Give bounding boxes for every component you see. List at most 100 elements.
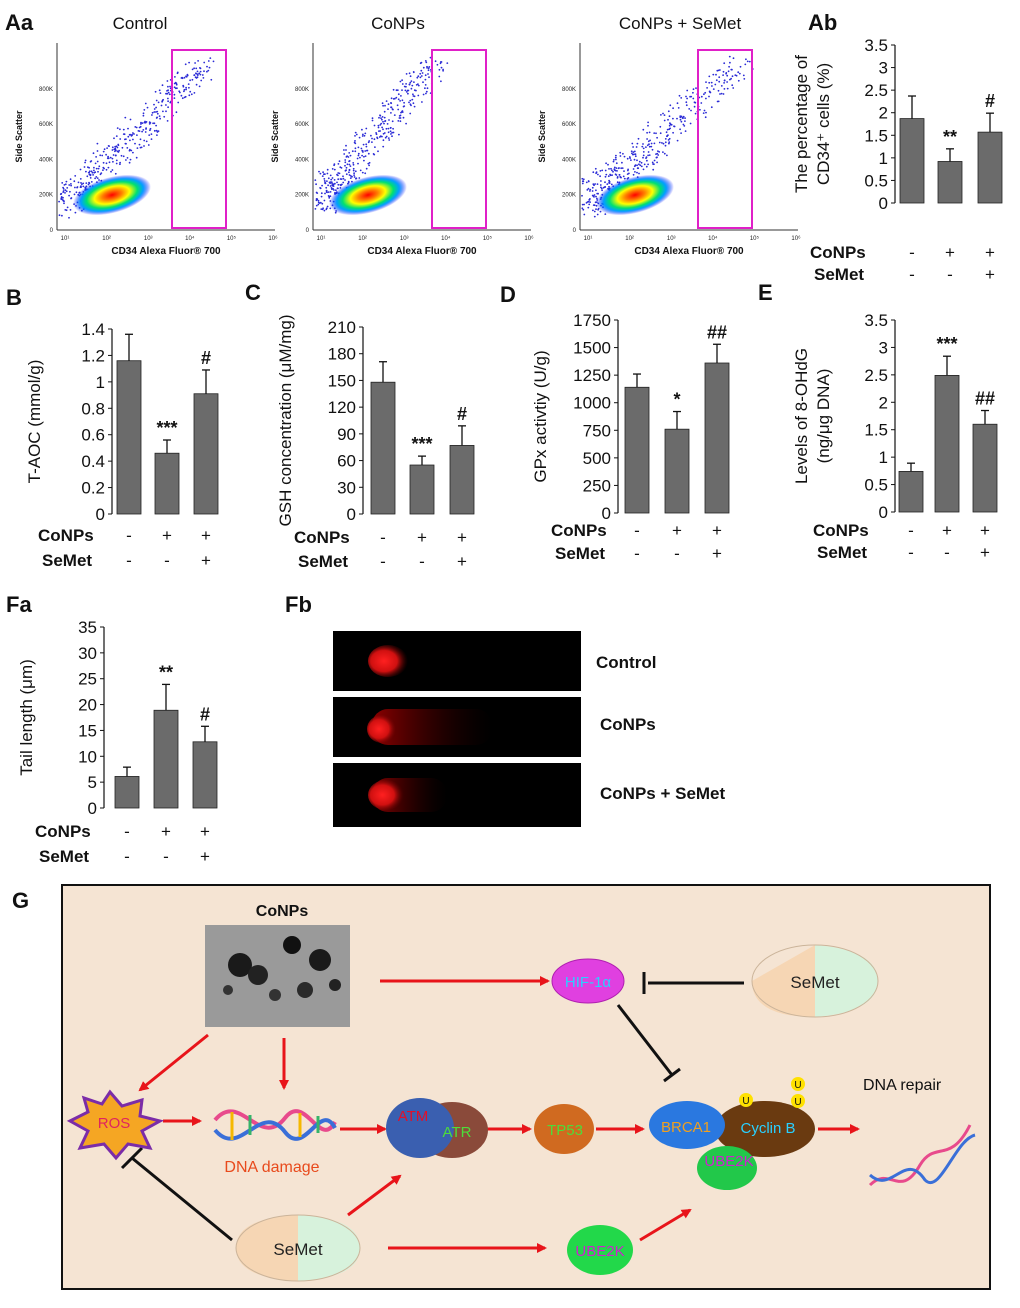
flow-event-dot [676, 117, 678, 120]
significance-marker: *** [936, 334, 957, 354]
flow-event-dot [387, 127, 390, 130]
flow-event-dot [207, 60, 210, 62]
flow-event-dot [440, 66, 443, 69]
flow-event-dot [201, 74, 204, 76]
semet-label-bottom: SeMet [273, 1240, 322, 1259]
flow-x-axis-label: CD34 Alexa Fluor® 700 [367, 246, 477, 257]
flow-event-dot [680, 115, 683, 118]
flow-event-dot [357, 152, 360, 155]
flow-event-dot [681, 116, 684, 119]
flow-event-dot [79, 178, 82, 180]
flow-event-dot [88, 166, 90, 169]
flow-event-dot [319, 201, 322, 204]
flow-event-dot [326, 168, 329, 171]
flow-event-dot [446, 62, 449, 64]
flow-event-dot [111, 149, 114, 151]
flow-event-dot [659, 132, 662, 135]
atm-node [386, 1098, 454, 1158]
flow-event-dot [351, 175, 353, 178]
flow-event-dot [417, 84, 420, 87]
flow-event-dot [408, 83, 411, 86]
flow-event-dot [328, 197, 331, 199]
flow-event-dot [411, 84, 414, 87]
flow-event-dot [381, 118, 383, 121]
flow-event-dot [390, 102, 393, 105]
flow-event-dot [354, 170, 357, 173]
flow-event-dot [338, 160, 341, 163]
bar [116, 360, 142, 515]
flow-event-dot [659, 125, 662, 128]
flow-event-dot [337, 178, 340, 181]
flow-event-dot [108, 161, 111, 164]
dna-repair-helix-icon [868, 1124, 976, 1187]
ubiquitin-marker [739, 1093, 753, 1107]
flow-event-dot [353, 172, 355, 175]
atm-label: ATM [398, 1108, 429, 1125]
brca1-node [649, 1101, 725, 1149]
flow-x-tick-label: 10³ [144, 236, 153, 242]
flow-event-dot [69, 190, 71, 193]
flow-event-dot [668, 115, 671, 118]
flow-event-dot [143, 121, 146, 124]
flow-event-dot [105, 168, 108, 171]
flow-event-dot [400, 95, 402, 97]
flow-event-dot [710, 81, 713, 84]
significance-marker: ** [943, 127, 957, 147]
flow-event-dot [198, 72, 201, 75]
flow-event-dot [708, 90, 711, 93]
flow-event-dot [650, 142, 653, 145]
flow-event-dot [354, 131, 357, 134]
flow-event-dot [424, 84, 427, 86]
ubiquitin-label: U [794, 1097, 801, 1108]
flow-event-dot [135, 156, 138, 159]
flow-event-dot [327, 184, 329, 187]
flow-event-dot [718, 76, 721, 79]
flow-event-dot [631, 142, 634, 145]
flow-event-dot [324, 182, 327, 185]
y-tick-label: 1 [879, 149, 888, 168]
flow-event-dot [352, 163, 355, 166]
flow-event-dot [329, 185, 332, 187]
y-tick-label: 15 [78, 721, 97, 740]
y-tick-label: 1000 [573, 394, 611, 413]
flow-event-dot [158, 115, 161, 117]
significance-marker: * [673, 390, 680, 410]
flow-event-dot [367, 162, 370, 165]
flow-event-dot [371, 119, 374, 122]
flow-event-dot [68, 194, 70, 197]
flow-event-dot [348, 169, 351, 172]
flow-event-dot [614, 156, 617, 159]
flow-event-dot [589, 190, 591, 192]
flow-event-dot [719, 93, 721, 95]
flow-event-dot [379, 114, 382, 117]
flow-event-dot [642, 151, 645, 153]
flow-event-dot [140, 146, 143, 149]
flow-event-dot [116, 127, 119, 129]
flow-event-dot [160, 104, 163, 107]
flow-event-dot [314, 179, 317, 182]
flow-event-dot [744, 63, 747, 66]
flow-event-dot [173, 82, 176, 85]
flow-event-dot [425, 61, 428, 64]
flow-event-dot [94, 177, 96, 180]
flow-event-dot [692, 91, 694, 94]
flow-event-dot [400, 111, 402, 114]
flow-event-dot [144, 102, 147, 105]
treatment-conps-sign: + [945, 243, 955, 262]
flow-event-dot [212, 60, 215, 63]
flow-event-dot [209, 57, 212, 59]
flow-event-dot [103, 148, 106, 151]
flow-event-dot [589, 201, 591, 204]
bar [193, 393, 219, 515]
flow-event-dot [349, 177, 352, 180]
flow-event-dot [203, 61, 206, 64]
flow-event-dot [119, 161, 121, 164]
flow-event-dot [648, 145, 651, 148]
flow-event-dot [422, 66, 425, 69]
flow-event-dot [668, 137, 671, 140]
flow-event-dot [382, 104, 384, 107]
flow-event-dot [323, 199, 326, 202]
flow-event-dot [424, 74, 427, 77]
flow-event-dot [599, 170, 602, 172]
flow-event-dot [393, 114, 396, 116]
